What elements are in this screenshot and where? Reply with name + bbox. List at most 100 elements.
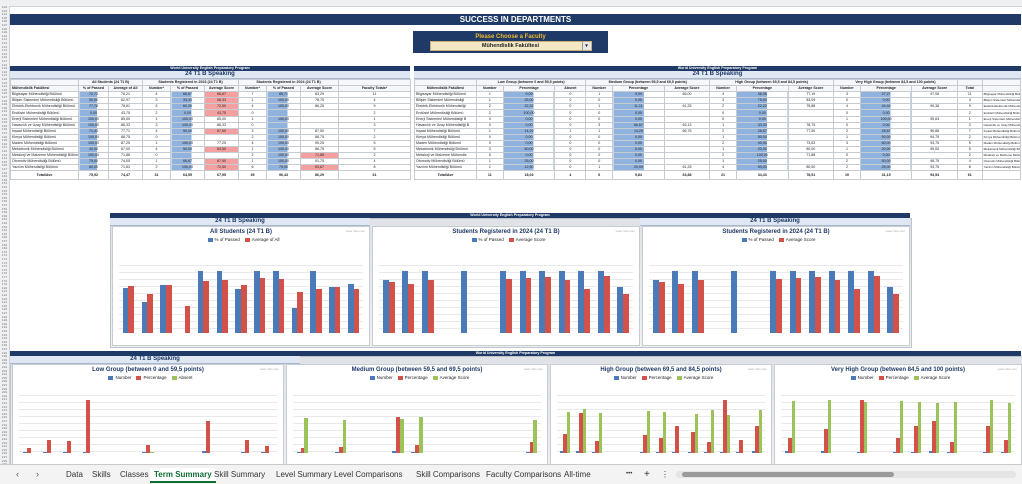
scrollbar-thumb[interactable] bbox=[682, 472, 894, 477]
row-number[interactable]: 118 bbox=[1, 63, 8, 67]
row-number[interactable]: 192 bbox=[1, 330, 8, 333]
row-number[interactable]: 142 bbox=[1, 150, 8, 153]
row-number[interactable]: 195 bbox=[1, 340, 8, 344]
chart-low-group[interactable]: www.mhs.com Low Group (between 0 and 59,5… bbox=[12, 364, 284, 466]
row-number[interactable]: 170 bbox=[1, 250, 8, 254]
chart-registered-2024[interactable]: www.mhs.com Students Registered in 2024 (… bbox=[372, 226, 640, 346]
horizontal-scrollbar[interactable] bbox=[676, 471, 1016, 478]
row-number[interactable]: 168 bbox=[1, 243, 8, 247]
row-number[interactable]: 107 bbox=[1, 24, 8, 27]
row-number[interactable]: 225 bbox=[1, 448, 8, 452]
row-number[interactable]: 197 bbox=[1, 348, 8, 351]
row-number[interactable]: 189 bbox=[1, 319, 8, 323]
sheet-tab[interactable]: Term Summary bbox=[150, 468, 216, 483]
row-number[interactable]: 210 bbox=[1, 394, 8, 398]
row-number[interactable]: 215 bbox=[1, 412, 8, 416]
sheet-tab[interactable]: Skill Summary bbox=[214, 470, 266, 479]
row-number[interactable]: 190 bbox=[1, 322, 8, 326]
row-number[interactable]: 224 bbox=[1, 445, 8, 449]
sheet-tab[interactable]: Data bbox=[66, 470, 83, 479]
row-number[interactable]: 111 bbox=[1, 38, 8, 42]
row-number[interactable]: 155 bbox=[1, 196, 8, 200]
row-number[interactable]: 163 bbox=[1, 225, 8, 229]
row-number[interactable]: 153 bbox=[1, 189, 8, 193]
row-number[interactable]: 131 bbox=[1, 110, 8, 114]
row-number[interactable]: 137 bbox=[1, 132, 8, 135]
row-number[interactable]: 130 bbox=[1, 106, 8, 110]
row-number[interactable]: 113 bbox=[1, 45, 8, 49]
chart-all-students[interactable]: www.mhs.com All Students (24 T1 B) % of Pa… bbox=[112, 226, 370, 346]
row-number[interactable]: 164 bbox=[1, 229, 8, 233]
row-number[interactable]: 159 bbox=[1, 211, 8, 215]
row-number[interactable]: 217 bbox=[1, 420, 8, 423]
row-number[interactable]: 126 bbox=[1, 92, 8, 96]
sheet-options-icon[interactable]: ⋮ bbox=[661, 470, 669, 479]
row-number[interactable]: 149 bbox=[1, 175, 8, 179]
row-number[interactable]: 132 bbox=[1, 114, 8, 117]
row-number[interactable]: 116 bbox=[1, 56, 8, 60]
row-number[interactable]: 105 bbox=[1, 16, 8, 20]
chart-high-group[interactable]: www.mhs.com High Group (between 69,5 and … bbox=[550, 364, 772, 466]
row-number[interactable]: 228 bbox=[1, 459, 8, 463]
row-number[interactable]: 106 bbox=[1, 20, 8, 24]
row-number[interactable]: 129 bbox=[1, 103, 8, 107]
row-number[interactable]: 117 bbox=[1, 60, 8, 63]
row-number[interactable]: 134 bbox=[1, 121, 8, 125]
row-number[interactable]: 182 bbox=[1, 294, 8, 297]
row-number[interactable]: 151 bbox=[1, 182, 8, 186]
row-number[interactable]: 165 bbox=[1, 232, 8, 236]
row-header-strip[interactable]: 102 103 104 105 106 107 108 109 110 111 112 113 114 1… bbox=[0, 6, 10, 466]
row-number[interactable]: 181 bbox=[1, 290, 8, 294]
row-number[interactable]: 226 bbox=[1, 452, 8, 456]
row-number[interactable]: 121 bbox=[1, 74, 8, 78]
row-number[interactable]: 202 bbox=[1, 366, 8, 369]
faculty-select[interactable]: Mühendislik Fakültesi ▾ bbox=[429, 41, 592, 51]
row-number[interactable]: 120 bbox=[1, 70, 8, 74]
sheet-tab[interactable]: Skills bbox=[92, 470, 111, 479]
row-number[interactable]: 152 bbox=[1, 186, 8, 189]
row-number[interactable]: 128 bbox=[1, 99, 8, 103]
row-number[interactable]: 199 bbox=[1, 355, 8, 359]
row-number[interactable]: 187 bbox=[1, 312, 8, 315]
row-number[interactable]: 208 bbox=[1, 387, 8, 391]
row-number[interactable]: 179 bbox=[1, 283, 8, 287]
row-number[interactable]: 123 bbox=[1, 81, 8, 85]
row-number[interactable]: 222 bbox=[1, 438, 8, 441]
row-number[interactable]: 124 bbox=[1, 85, 8, 89]
chevron-down-icon[interactable]: ▾ bbox=[581, 42, 591, 50]
sheet-tab[interactable]: Faculty Comparisons bbox=[486, 470, 562, 479]
row-number[interactable]: 176 bbox=[1, 272, 8, 276]
row-number[interactable]: 213 bbox=[1, 405, 8, 409]
row-number[interactable]: 141 bbox=[1, 146, 8, 150]
row-number[interactable]: 218 bbox=[1, 423, 8, 427]
row-number[interactable]: 167 bbox=[1, 240, 8, 243]
sheet-tab[interactable]: Classes bbox=[120, 470, 149, 479]
prev-sheet-icon[interactable]: ‹ bbox=[16, 469, 19, 479]
row-number[interactable]: 203 bbox=[1, 369, 8, 373]
sheet-tab[interactable]: All-time bbox=[564, 470, 591, 479]
row-number[interactable]: 156 bbox=[1, 200, 8, 204]
row-number[interactable]: 204 bbox=[1, 373, 8, 377]
row-number[interactable]: 212 bbox=[1, 402, 8, 405]
row-number[interactable]: 219 bbox=[1, 427, 8, 431]
row-number[interactable]: 185 bbox=[1, 304, 8, 308]
row-number[interactable]: 227 bbox=[1, 456, 8, 459]
row-number[interactable]: 169 bbox=[1, 247, 8, 251]
row-number[interactable]: 161 bbox=[1, 218, 8, 222]
row-number[interactable]: 104 bbox=[1, 13, 8, 17]
row-number[interactable]: 138 bbox=[1, 135, 8, 139]
row-number[interactable]: 127 bbox=[1, 96, 8, 99]
column-header-strip[interactable] bbox=[0, 0, 1022, 7]
row-number[interactable]: 145 bbox=[1, 160, 8, 164]
sheet-tab[interactable]: Skill Comparisons bbox=[416, 470, 481, 479]
row-number[interactable]: 188 bbox=[1, 315, 8, 319]
row-number[interactable]: 205 bbox=[1, 376, 8, 380]
row-number[interactable]: 201 bbox=[1, 362, 8, 366]
row-number[interactable]: 135 bbox=[1, 124, 8, 128]
row-number[interactable]: 194 bbox=[1, 337, 8, 341]
row-number[interactable]: 166 bbox=[1, 236, 8, 240]
row-number[interactable]: 162 bbox=[1, 222, 8, 225]
row-number[interactable]: 173 bbox=[1, 261, 8, 265]
row-number[interactable]: 193 bbox=[1, 333, 8, 337]
row-number[interactable]: 125 bbox=[1, 88, 8, 92]
